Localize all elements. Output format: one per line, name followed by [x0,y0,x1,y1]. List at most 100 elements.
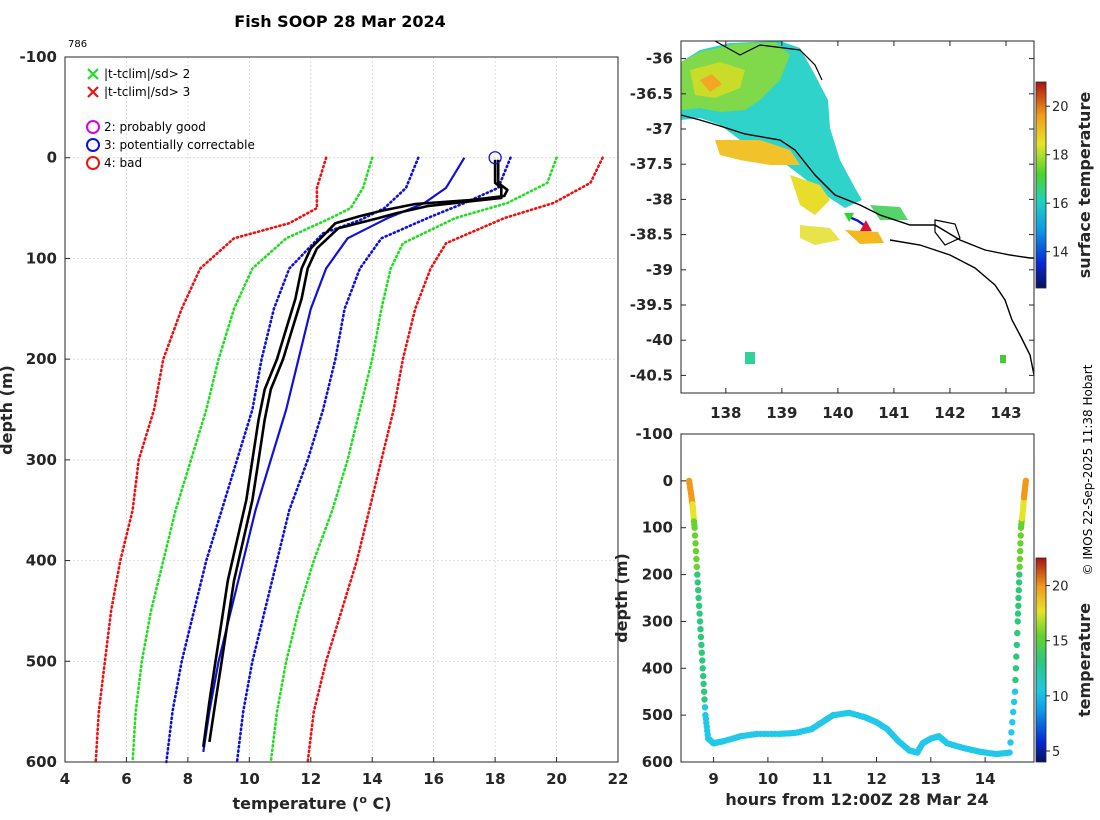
x-tick-label: 4 [60,770,70,788]
x-tick-label: 9 [708,770,718,788]
coastline-tas [889,239,1034,376]
sst-warm-patch-3 [800,225,840,245]
profile-line [202,159,509,748]
clim-line [131,156,374,764]
map-x-ticks: 138 139 140 141 142 143 [710,41,1022,422]
y-tick-label: 100 [26,249,57,267]
depth-time-point [1012,665,1020,672]
sst-warm-band [715,140,800,165]
king-island-outline [934,219,961,246]
depth-time-point [697,633,705,641]
depth-time-point [1015,594,1022,602]
depth-time-point [699,657,706,664]
svg-text:2: probably good: 2: probably good [104,120,206,134]
y-tick-label: -38 [646,190,673,208]
depth-time-point [698,649,705,656]
y-tick-label: -40 [646,331,673,349]
y-tick-label: -100 [635,425,673,443]
map-axes-box [680,40,1035,394]
y-tick-label: -39 [646,261,673,279]
x-tick-label: 143 [990,404,1021,422]
y-tick-label: 500 [26,652,57,670]
depth-time-point [700,688,708,695]
depth-time-point [694,571,701,578]
depth-time-point [701,704,709,711]
x-tick-label: 13 [920,770,941,788]
depth-time-point [693,563,700,570]
profile-chart: 4 6 8 10 12 14 16 18 20 22 -100 0 100 200 300 400 500 60… [0,48,628,813]
depth-time-point [1008,729,1015,736]
depth-time-point [700,672,707,680]
track-end-marker [859,220,872,232]
depth-time-point [1017,532,1024,539]
depth-time-point [700,680,707,688]
depth-time-point [1007,739,1014,746]
x-tick-label: 139 [766,404,797,422]
depth-time-chart: 9 10 11 12 13 14 -100 0 100 200 300 400 500 600 hour… [612,425,1094,809]
y-tick-label: -40.5 [630,366,673,384]
depth-time-point [701,696,708,703]
y-tick-label: -36 [646,50,673,68]
sst-warm-patch-4 [845,230,884,244]
x-tick-label: 11 [812,770,833,788]
profile-line [208,159,503,743]
depth-time-point [691,524,698,531]
sst-map: 138 139 140 141 142 143 -36-36.5-37-37.5-38-3… [630,40,1094,422]
depth-time-x-ticks: 9 10 11 12 13 14 [708,757,996,788]
x-tick-label: 8 [183,770,193,788]
depth-time-point [1022,477,1030,485]
depth-time-point [695,587,702,594]
x-tick-label: 12 [300,770,321,788]
clim-line [94,156,328,764]
depth-time-point [699,665,706,672]
y-tick-label: 300 [642,612,673,630]
x-tick-label: 20 [546,770,567,788]
sst-pixel [1000,355,1006,363]
y-tick-label: 500 [642,706,673,724]
legend: |t-tclim|/sd> 2 |t-tclim|/sd> 3 2: proba… [86,67,255,170]
depth-time-point [1016,563,1023,570]
depth-time-point [1016,571,1023,578]
clim-line [306,156,604,764]
sst-warm-patch [700,74,722,92]
x-tick-label: 14 [975,770,996,788]
depth-time-point [1010,708,1017,716]
depth-time-point [1015,587,1022,594]
temperature-colorbar-label: temperature [1075,603,1094,717]
depth-time-point [695,602,703,609]
temperature-colorbar [1035,557,1047,763]
y-tick-label: 600 [642,753,673,771]
x-tick-label: 22 [608,770,629,788]
temperature-colorbar-ticks: 5 10 15 20 [1046,580,1069,760]
y-tick-label: -39.5 [630,296,673,314]
colorbar-tick-label: 5 [1052,745,1060,760]
depth-time-points [685,477,1030,758]
depth-time-point [1011,688,1019,695]
depth-time-point [695,594,702,602]
svg-text:3: potentially correctable: 3: potentially correctable [104,138,255,152]
red-x-icon [87,86,99,98]
x-tick-label: 142 [934,404,965,422]
x-tick-label: 16 [423,770,444,788]
depth-time-point [696,618,704,625]
sst-green-patch [870,205,908,220]
y-tick-label: 200 [642,566,673,584]
map-y-ticks: -36 -36.5 -37 -37.5 -38 -38.5 -39 -39.5 -40 -40.5 [630,50,1034,384]
svg-text:|t-tclim|/sd> 3: |t-tclim|/sd> 3 [104,85,190,99]
depth-time-point [1013,653,1020,660]
y-tick-label: -38.5 [630,226,673,244]
x-tick-label: 14 [362,770,383,788]
coastline-vic [681,114,1034,259]
imos-stamp: © IMOS 22-Sep-2025 11:38 Hobart [1081,364,1095,575]
svg-text:|t-tclim|/sd> 2: |t-tclim|/sd> 2 [104,67,190,81]
cruise-id: 786 [68,39,87,50]
depth-time-point [1014,618,1021,625]
magenta-circle-icon [86,120,100,134]
depth-time-point [1017,547,1024,555]
y-tick-label: -36.5 [630,85,673,103]
map-colorbar [1035,81,1047,289]
y-tick-label: -100 [19,48,57,66]
depth-time-point [694,579,701,586]
y-tick-label: 300 [26,451,57,469]
